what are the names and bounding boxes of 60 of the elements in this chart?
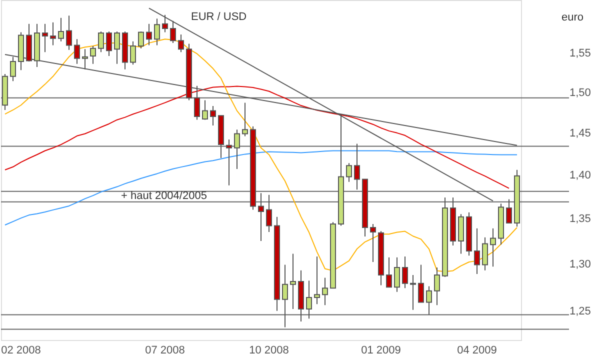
candlestick [370,223,376,263]
candlestick [266,194,272,232]
candlestick [506,198,512,224]
candlestick [234,129,240,170]
y-tick-label: 1,35 [570,213,591,226]
candlestick [170,20,176,44]
candlestick [410,274,416,310]
candlestick [58,17,64,42]
x-tick-label: 10 2008 [249,344,289,356]
y-tick-label: 1,50 [570,86,591,99]
candlestick [434,267,440,306]
candlestick [154,18,160,46]
candlestick [474,228,480,275]
candlestick [322,277,328,306]
candlestick [354,143,360,190]
candlestick [138,30,144,49]
candlestick [290,253,296,310]
y-tick-label: 1,55 [570,47,591,60]
candlestick [162,14,168,33]
line-series [4,86,510,189]
candlestick [50,22,56,46]
candlestick [98,30,104,53]
candlestick [426,286,432,316]
y-tick-label: 1,30 [570,258,591,270]
candlestick [314,256,320,305]
candlestick [146,23,152,46]
x-tick-label: 04 2009 [457,344,497,356]
candlestick [66,15,72,50]
x-tick-label: 02 2008 [1,344,41,356]
candlestick [114,30,120,64]
candlestick [202,100,208,120]
candlestick [402,256,408,289]
x-tick-label: 07 2008 [145,344,185,356]
x-tick-label: 01 2009 [361,344,401,356]
ref-line-label: + haut 2004/2005 [121,190,207,202]
candlestick [346,162,352,182]
candlestick [242,102,248,137]
candlestick [90,46,96,64]
y-tick-label: 1,25 [570,305,591,318]
candlestick [482,236,488,271]
candlestick [130,40,136,66]
line-series [4,150,518,226]
y-tick-label: 1,45 [570,127,591,140]
candlestick [306,280,312,320]
text: EUR / USD [191,11,247,23]
candlestick [258,192,264,242]
y-tick-label: 1,40 [570,169,591,182]
candlestick [42,23,48,53]
candlestick [386,256,392,288]
candlestick [194,85,200,120]
candlestick [178,34,184,53]
candlestick [226,139,232,186]
candlestick [282,264,288,328]
candlestick [106,30,112,57]
candlestick [394,256,400,292]
candlestick [210,105,216,126]
candlestick [74,38,80,64]
candlestick [490,228,496,268]
y-axis-title: euro [562,12,584,24]
candlestick [418,264,424,303]
